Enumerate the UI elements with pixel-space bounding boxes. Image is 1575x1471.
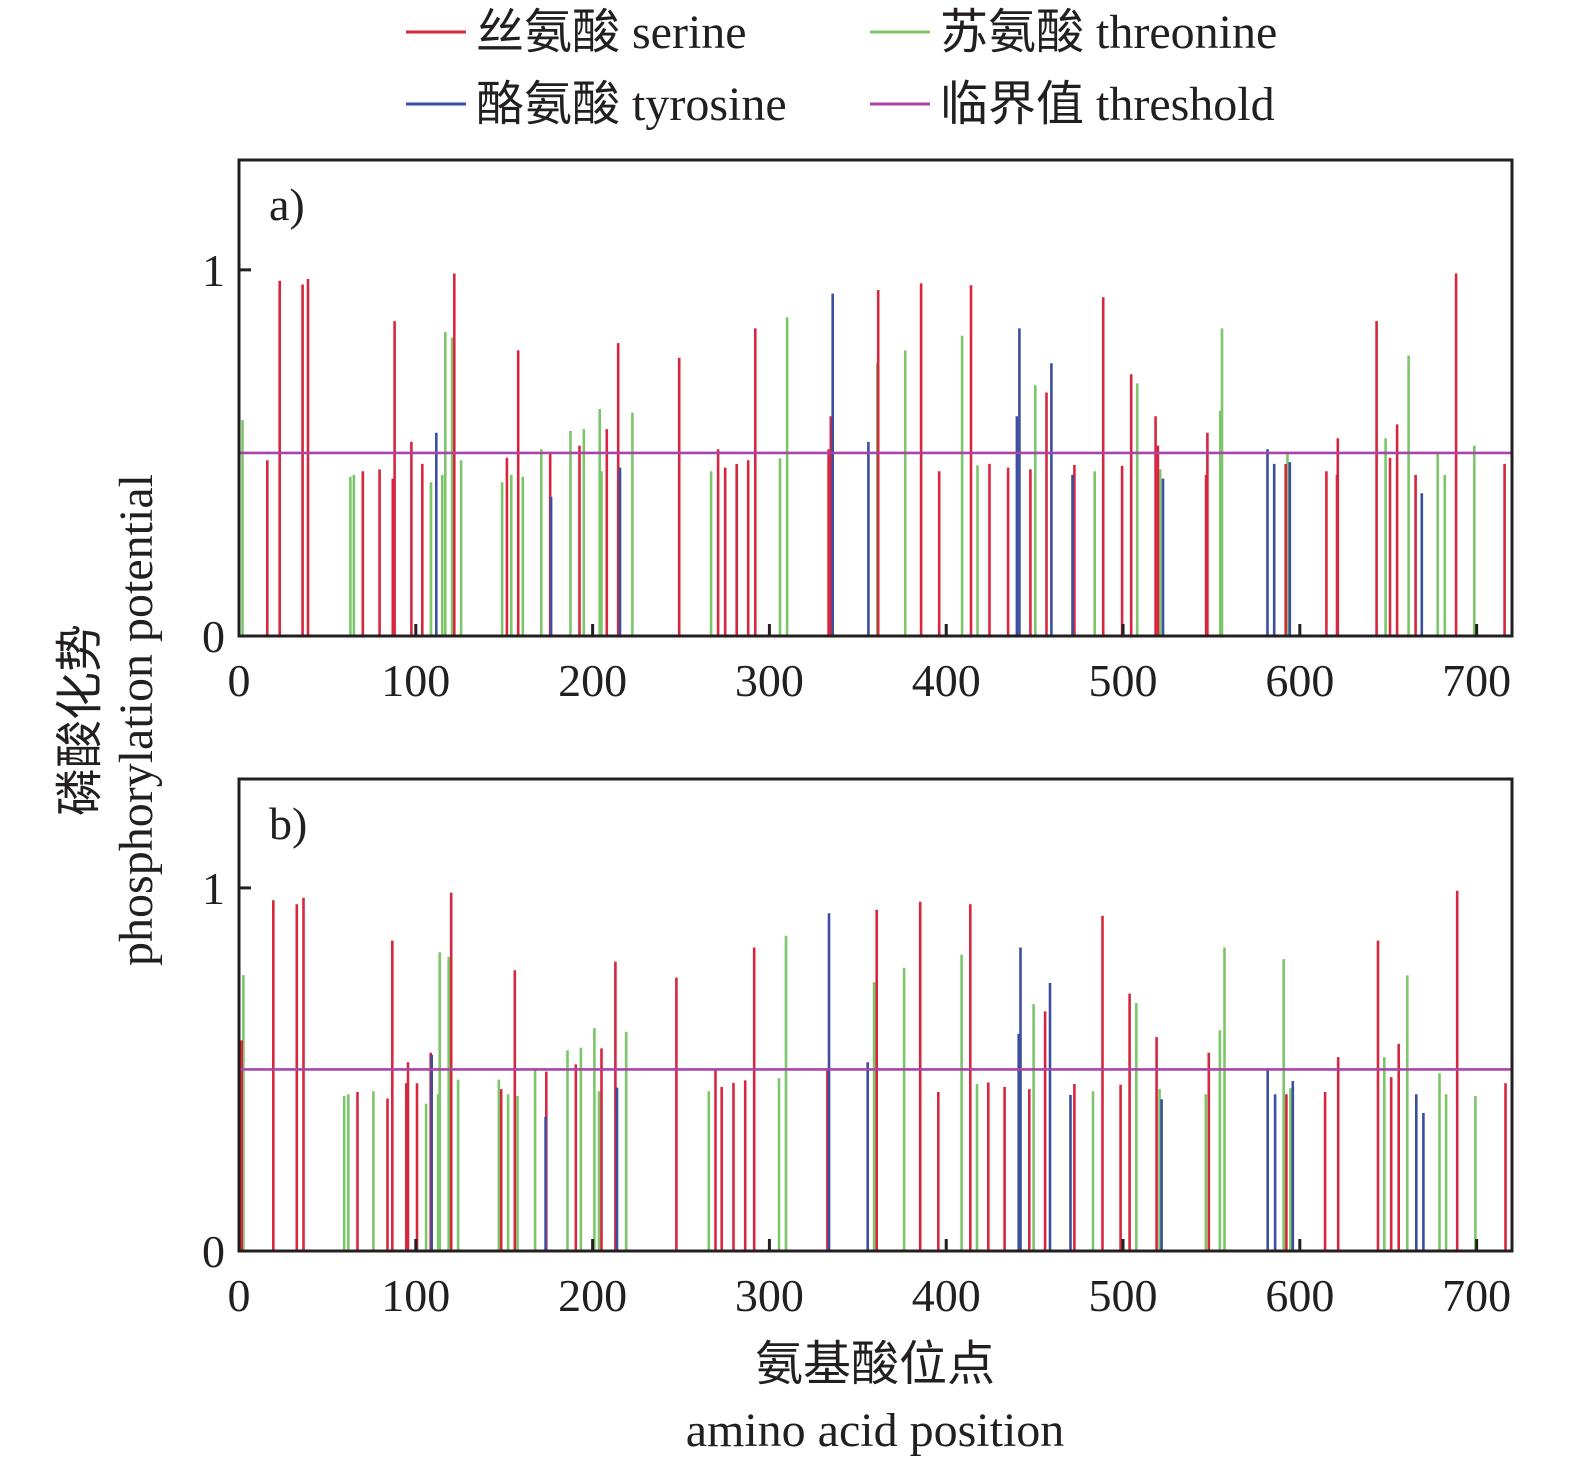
y-tick-label: 1 — [202, 863, 225, 914]
series-serine — [240, 890, 1507, 1251]
x-tick-label: 700 — [1442, 655, 1511, 706]
x-tick-label: 600 — [1265, 655, 1334, 706]
y-tick-label: 1 — [202, 245, 225, 296]
x-tick-label: 0 — [228, 655, 251, 706]
y-tick-label: 0 — [202, 1226, 225, 1277]
x-tick-label: 300 — [735, 1270, 804, 1321]
y-axis-title-group: 磷酸化势 phosphorylation potential — [54, 474, 163, 966]
x-tick-label: 300 — [735, 655, 804, 706]
x-tick-label: 400 — [912, 1270, 981, 1321]
panel-a: 0 100 200 300 400 500 600 700 0 1 a) — [202, 158, 1514, 706]
x-tick-label: 100 — [381, 655, 450, 706]
series-threonine — [242, 935, 1477, 1251]
x-tick-label: 400 — [912, 655, 981, 706]
panel-b: 0 100 200 300 400 500 600 700 0 1 b) — [202, 777, 1514, 1321]
x-axis-title-zh: 氨基酸位点 — [755, 1338, 995, 1391]
x-tick-label: 100 — [381, 1270, 450, 1321]
x-tick-label: 200 — [558, 1270, 627, 1321]
x-tick-label: 200 — [558, 655, 627, 706]
x-tick-label: 700 — [1442, 1270, 1511, 1321]
legend: 丝氨酸 serine 苏氨酸 threonine 酪氨酸 tyrosine 临界… — [406, 6, 1277, 131]
series-tyrosine — [434, 293, 1424, 636]
x-axis-title: amino acid position — [686, 1404, 1065, 1457]
y-tick-label: 0 — [202, 611, 225, 662]
x-tick-label: 600 — [1265, 1270, 1334, 1321]
legend-label-threonine: 苏氨酸 threonine — [940, 6, 1277, 59]
legend-label-serine: 丝氨酸 serine — [476, 6, 747, 59]
y-axis-title: phosphorylation potential — [110, 474, 163, 966]
x-tick-label: 500 — [1089, 1270, 1158, 1321]
panel-label: a) — [269, 179, 305, 230]
y-axis-title-zh: 磷酸化势 — [54, 624, 107, 816]
legend-label-threshold: 临界值 threshold — [940, 78, 1275, 131]
series-serine — [265, 273, 1506, 636]
x-tick-label: 0 — [228, 1270, 251, 1321]
plot-frame — [237, 158, 1514, 638]
x-tick-label: 500 — [1089, 655, 1158, 706]
plot-frame — [237, 777, 1514, 1253]
legend-label-tyrosine: 酪氨酸 tyrosine — [476, 78, 787, 131]
panel-label: b) — [269, 798, 307, 849]
series-tyrosine — [430, 913, 1425, 1251]
